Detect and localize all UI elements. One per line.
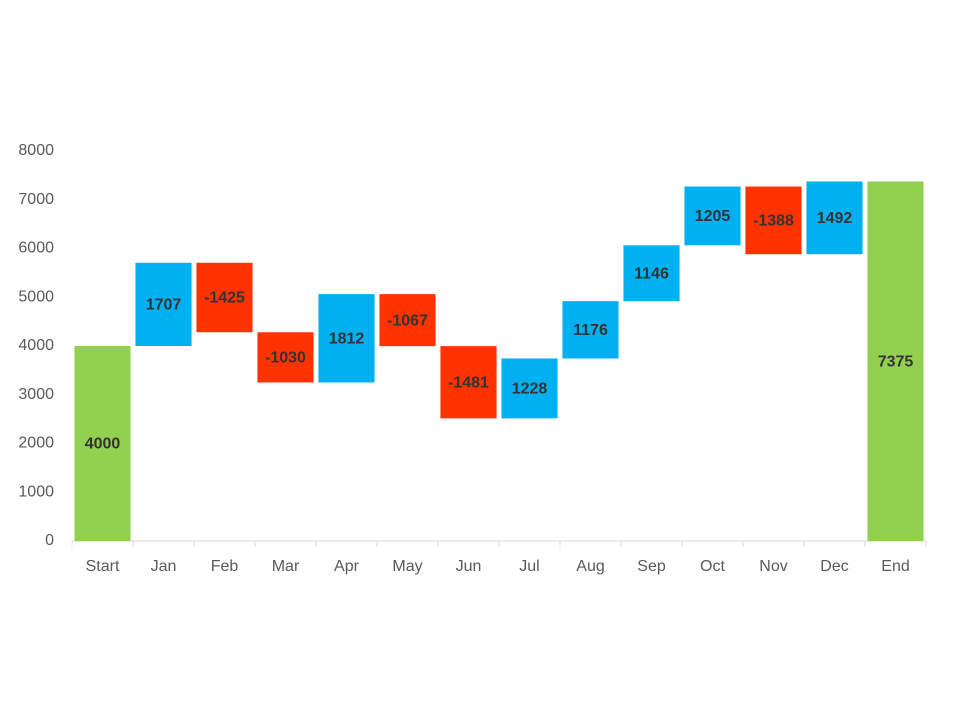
x-tick-label: Aug	[576, 558, 604, 575]
x-tick-label: Jul	[519, 558, 539, 575]
value-label: -1030	[265, 350, 306, 367]
x-tick-label: Dec	[820, 558, 848, 575]
y-tick-label: 8000	[18, 142, 54, 159]
x-tick-label: Sep	[637, 558, 666, 575]
bar	[806, 181, 863, 255]
x-tick-label: May	[392, 558, 422, 575]
value-label: -1425	[204, 290, 245, 307]
bar	[867, 181, 924, 541]
value-label: -1481	[448, 374, 489, 391]
y-tick-label: 7000	[18, 191, 54, 208]
bar	[501, 358, 558, 419]
bar	[257, 332, 314, 383]
value-label: -1067	[387, 312, 428, 329]
x-tick-label: Mar	[272, 558, 300, 575]
x-tick-label: Apr	[334, 558, 360, 575]
value-label: 1492	[817, 210, 853, 227]
y-tick-label: 5000	[18, 288, 54, 305]
y-tick-label: 3000	[18, 386, 54, 403]
value-label: -1388	[753, 213, 794, 230]
x-tick-label: Feb	[211, 558, 239, 575]
value-label: 4000	[85, 436, 121, 453]
y-tick-label: 4000	[18, 337, 54, 354]
bar	[440, 346, 497, 419]
value-label: 1228	[512, 381, 548, 398]
bar	[562, 301, 619, 359]
bar	[74, 346, 131, 541]
bar	[684, 186, 741, 246]
y-tick-label: 1000	[18, 483, 54, 500]
x-tick-label: Oct	[700, 558, 725, 575]
bar	[623, 245, 680, 302]
x-tick-label: Start	[86, 558, 120, 575]
x-tick-label: End	[881, 558, 909, 575]
value-label: 1812	[329, 331, 365, 348]
y-tick-label: 6000	[18, 240, 54, 257]
value-label: 1707	[146, 297, 182, 314]
x-tick-label: Jun	[456, 558, 482, 575]
value-label: 1205	[695, 208, 731, 225]
x-tick-label: Jan	[151, 558, 177, 575]
y-tick-label: 0	[45, 532, 54, 549]
bar	[196, 262, 253, 333]
bar	[745, 186, 802, 255]
y-tick-label: 2000	[18, 435, 54, 452]
bar	[135, 262, 192, 346]
x-tick-label: Nov	[759, 558, 787, 575]
value-label: 1176	[573, 322, 608, 339]
bar	[318, 294, 375, 383]
value-label: 7375	[878, 353, 914, 370]
value-label: 1146	[634, 265, 669, 282]
bar	[379, 294, 436, 347]
